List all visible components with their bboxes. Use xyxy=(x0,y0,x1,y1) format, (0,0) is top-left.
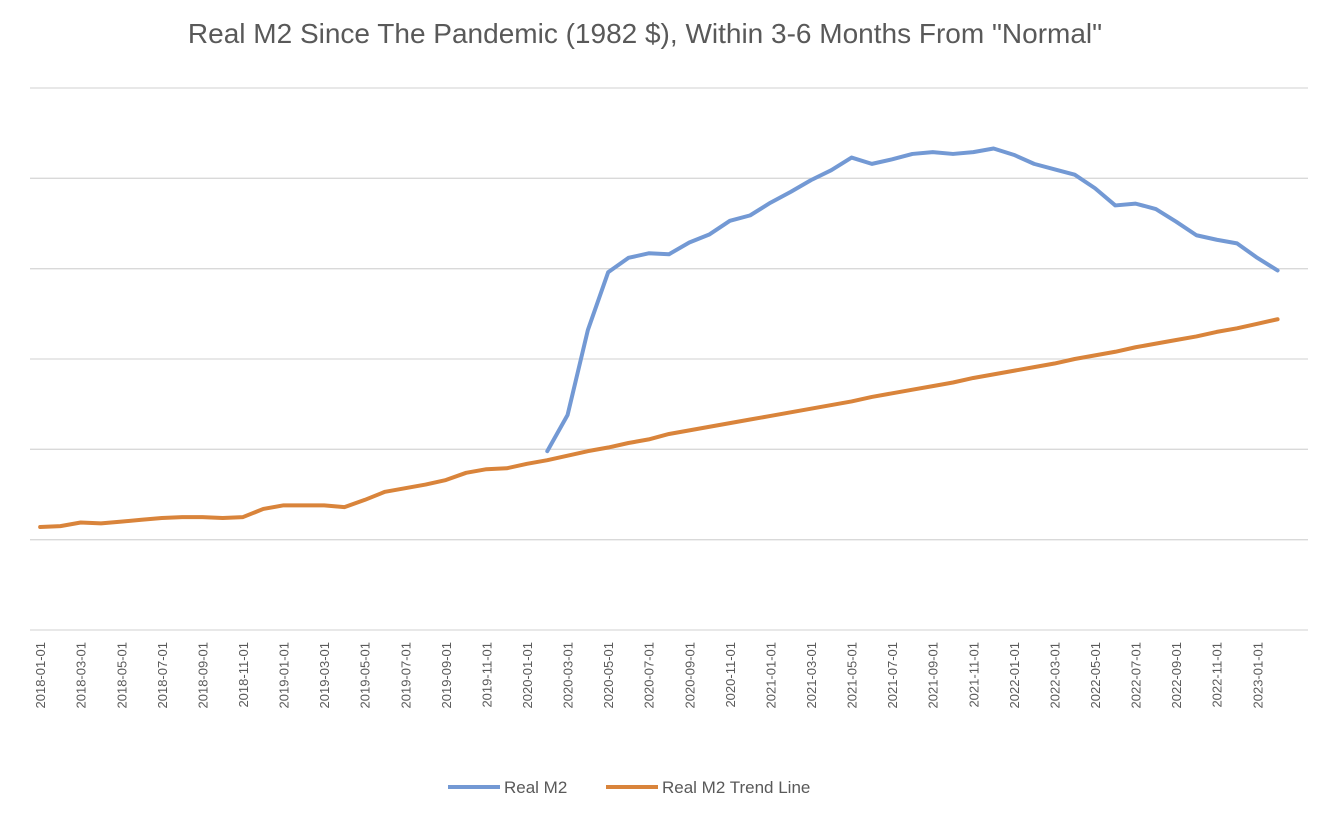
chart-title: Real M2 Since The Pandemic (1982 $), Wit… xyxy=(187,18,1103,49)
legend: Real M2 Real M2 Trend Line xyxy=(448,778,810,797)
x-tick-label: 2023-01-01 xyxy=(1250,642,1265,709)
x-tick-label: 2019-07-01 xyxy=(398,642,413,709)
legend-label: Real M2 xyxy=(504,778,567,797)
x-tick-label: 2021-03-01 xyxy=(804,642,819,709)
x-tick-label: 2022-09-01 xyxy=(1169,642,1184,709)
x-tick-label: 2019-03-01 xyxy=(317,642,332,709)
x-tick-label: 2022-05-01 xyxy=(1088,642,1103,709)
x-tick-label: 2020-11-01 xyxy=(723,642,738,708)
x-tick-label: 2022-01-01 xyxy=(1007,642,1022,709)
x-tick-label: 2018-03-01 xyxy=(74,642,89,709)
x-tick-label: 2021-09-01 xyxy=(926,642,941,709)
x-tick-label: 2018-11-01 xyxy=(236,642,251,708)
x-tick-label: 2019-05-01 xyxy=(358,642,373,709)
x-tick-label: 2019-01-01 xyxy=(277,642,292,709)
legend-label: Real M2 Trend Line xyxy=(662,778,810,797)
series-line-real-m2-trend-line xyxy=(38,317,1280,530)
x-tick-label: 2020-03-01 xyxy=(561,642,576,709)
x-tick-label: 2018-01-01 xyxy=(33,642,48,709)
x-tick-label: 2020-05-01 xyxy=(601,642,616,709)
x-tick-label: 2018-05-01 xyxy=(114,642,129,709)
x-tick-label: 2021-05-01 xyxy=(845,642,860,709)
x-tick-label: 2019-09-01 xyxy=(439,642,454,709)
x-tick-label: 2020-09-01 xyxy=(682,642,697,709)
x-tick-label: 2021-01-01 xyxy=(763,642,778,709)
x-tick-label: 2020-07-01 xyxy=(642,642,657,709)
x-tick-label: 2020-01-01 xyxy=(520,642,535,709)
x-tick-label: 2022-07-01 xyxy=(1129,642,1144,709)
x-tick-label: 2022-11-01 xyxy=(1210,642,1225,708)
x-tick-label: 2021-11-01 xyxy=(966,642,981,708)
series-lines xyxy=(38,146,1280,530)
x-axis-ticks: 2018-01-01 2018-03-01 2018-05-01 2018-07-01… xyxy=(33,642,1265,709)
gridlines xyxy=(30,87,1308,631)
series-line-real-m2 xyxy=(545,146,1280,454)
x-tick-label: 2018-07-01 xyxy=(155,642,170,709)
x-tick-label: 2018-09-01 xyxy=(195,642,210,709)
x-tick-label: 2019-11-01 xyxy=(479,642,494,708)
x-tick-label: 2022-03-01 xyxy=(1047,642,1062,709)
x-tick-label: 2021-07-01 xyxy=(885,642,900,709)
